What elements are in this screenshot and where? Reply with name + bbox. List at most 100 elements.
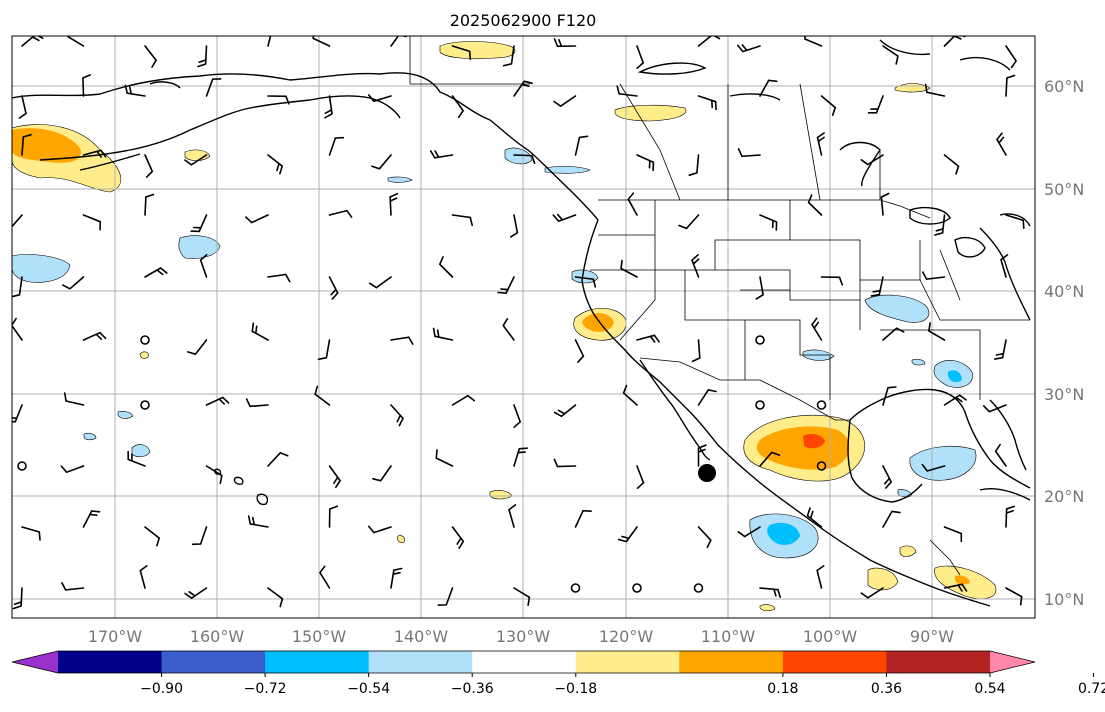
lon-label-150w: 150°W [292, 627, 347, 646]
lon-label-140w: 140°W [394, 627, 449, 646]
wind-barb [759, 214, 778, 231]
wind-barb [82, 74, 91, 97]
calm-wind-circle [140, 335, 150, 345]
wind-barb [509, 214, 519, 238]
wind-barb [697, 36, 721, 47]
wind-barb [64, 392, 85, 406]
wind-barb [319, 565, 331, 589]
wind-barb [636, 45, 645, 69]
lat-label-50: 50°N [1044, 180, 1084, 199]
wind-barb [12, 276, 23, 298]
wind-barb [552, 213, 577, 223]
anomaly-shading [12, 41, 997, 612]
colorbar-tick-label: −0.18 [554, 681, 597, 697]
wind-barb [267, 273, 291, 283]
wind-barb [697, 526, 712, 549]
wind-barb [139, 565, 148, 589]
wind-barbs [12, 36, 1025, 610]
colorbar-swatch [368, 651, 473, 673]
wind-barb [437, 587, 454, 606]
wind-barb [21, 36, 44, 47]
wind-barb [820, 95, 837, 116]
lon-label-110w: 110°W [701, 627, 756, 646]
wind-barb [513, 154, 536, 164]
wind-barb [737, 526, 761, 538]
wind-barb [82, 331, 107, 341]
wind-barb [882, 465, 893, 489]
wind-barb [691, 254, 700, 278]
wind-barb [205, 78, 222, 97]
wind-barb [508, 504, 517, 528]
colorbar-tick-label: −0.90 [140, 681, 183, 697]
colorbar-swatch [161, 651, 266, 673]
calm-wind-circle [693, 583, 704, 593]
graticule [12, 36, 1035, 618]
calm-wind-circle [570, 583, 581, 593]
location-marker [698, 464, 716, 482]
wind-barb [368, 94, 392, 103]
colorbar-tick-label: 0.72 [1078, 681, 1105, 697]
wind-barb [882, 327, 905, 341]
wind-barb [759, 79, 778, 97]
wind-barb [451, 214, 473, 227]
colorbar-tick-label: 0.18 [767, 681, 798, 697]
wind-barb [205, 465, 223, 485]
wind-barb [184, 587, 208, 600]
wind-barb [429, 150, 454, 159]
wind-barb [1005, 214, 1025, 229]
colorbar-tick-label: −0.36 [451, 681, 494, 697]
wind-barb [502, 45, 515, 67]
wind-barb [389, 192, 399, 216]
wind-barb [867, 95, 884, 114]
colorbar-swatch [782, 651, 887, 673]
wind-barb [245, 214, 269, 224]
wind-barb [806, 507, 823, 528]
wind-barb [438, 256, 454, 278]
wind-barb [12, 587, 23, 610]
wind-barb [943, 583, 968, 592]
wind-barb [82, 149, 107, 158]
colorbar-swatch [265, 651, 370, 673]
wind-barb [928, 322, 946, 341]
wind-barb [934, 214, 946, 236]
wind-barb [451, 526, 465, 549]
wind-barb [144, 45, 158, 68]
wind-barb [882, 45, 899, 65]
calm-wind-circle [632, 583, 642, 593]
lat-label-60: 60°N [1044, 77, 1084, 96]
wind-barb [144, 267, 168, 278]
wind-barb [124, 84, 146, 97]
wind-barb [759, 451, 781, 467]
wind-barb [247, 515, 269, 528]
wind-barb [636, 465, 645, 489]
wind-barb [390, 567, 403, 589]
wind-barb [502, 318, 515, 341]
wind-barb [199, 254, 208, 278]
wind-barb [620, 259, 638, 278]
wind-barb [371, 154, 392, 170]
colorbar-swatch [575, 651, 680, 673]
wind-barb [328, 505, 339, 528]
wind-barb [497, 276, 515, 295]
map-frame [11, 35, 1036, 619]
wind-barb [574, 339, 585, 363]
wind-barb [184, 154, 208, 166]
colorbar-outline [11, 650, 1036, 674]
figure-title: 2025062900 F120 [450, 11, 597, 30]
wind-barb [144, 526, 161, 547]
calm-wind-circle [17, 461, 27, 471]
wind-barb [328, 209, 353, 218]
wind-barb [21, 133, 32, 156]
latitude-axis: 60°N 50°N 40°N 30°N 20°N 10°N [1044, 77, 1084, 609]
wind-barb [697, 95, 717, 111]
wind-barb [191, 526, 208, 546]
wind-barb [61, 582, 85, 591]
calm-wind-circle [755, 335, 765, 345]
wind-barb [755, 276, 764, 300]
colorbar-tick-label: 0.36 [871, 681, 902, 697]
wind-barb [513, 404, 522, 428]
wind-barb [267, 36, 272, 47]
wind-barb [82, 510, 101, 528]
wind-barb [251, 322, 269, 341]
